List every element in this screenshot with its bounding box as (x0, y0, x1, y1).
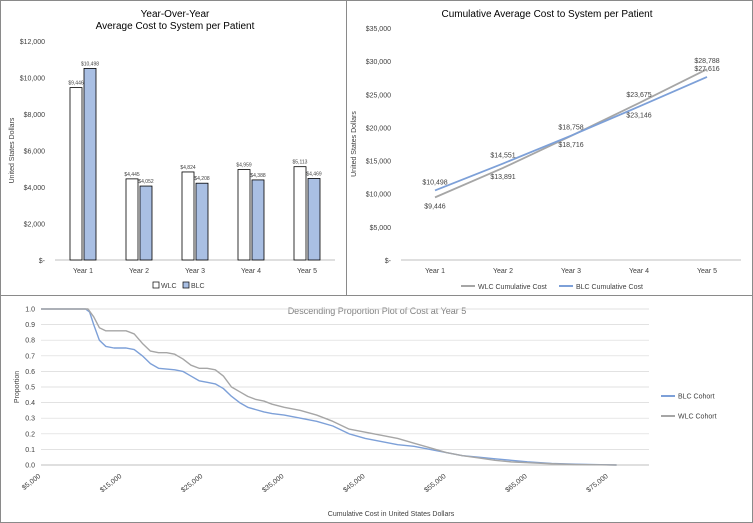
data-label: $4,469 (306, 171, 322, 177)
y-axis-label: United States Dollars (9, 117, 16, 183)
y-axis-label: Proportion (14, 371, 21, 403)
y-tick-label: $4,000 (24, 185, 46, 192)
y-tick-label: $8,000 (24, 112, 46, 119)
x-tick-label: $5,000 (21, 473, 42, 492)
x-tick-label: $15,000 (99, 473, 123, 494)
x-axis-label: Cumulative Cost in United States Dollars (328, 511, 455, 518)
y-tick-label: $10,000 (366, 192, 391, 199)
data-label: $4,824 (180, 165, 196, 171)
x-tick-label: Year 4 (629, 268, 649, 275)
x-tick-label: Year 1 (73, 268, 93, 275)
y-axis-label: United States Dollars (351, 111, 358, 177)
bar-blc-year-2 (139, 185, 153, 261)
x-tick-label: $65,000 (504, 473, 528, 494)
y-tick-label: 0.4 (25, 400, 35, 407)
data-label: $4,052 (138, 179, 154, 185)
descending-proportion-chart-panel: Descending Proportion Plot of Cost at Ye… (0, 295, 753, 523)
data-label: $14,551 (490, 153, 515, 160)
bar-wlc-year-5 (293, 166, 307, 261)
data-label: $27,616 (694, 66, 719, 73)
legend-label-wlc: WLC (161, 283, 177, 290)
cumulative-line-chart: Cumulative Average Cost to System per Pa… (351, 9, 741, 291)
y-tick-label: $- (39, 258, 46, 265)
x-tick-label: Year 4 (241, 268, 261, 275)
data-label: $4,959 (236, 162, 252, 168)
data-label: $13,891 (490, 174, 515, 181)
y-tick-label: $2,000 (24, 222, 46, 229)
bar-blc-year-4 (251, 179, 265, 261)
bar-wlc-year-4 (237, 169, 251, 261)
chart-title: Cumulative Average Cost to System per Pa… (441, 9, 652, 20)
bar-wlc-year-3 (181, 171, 195, 261)
y-tick-label: $- (385, 258, 392, 265)
bar-blc-year-1 (83, 68, 97, 261)
x-tick-label: Year 5 (697, 268, 717, 275)
data-label: $4,388 (250, 173, 266, 179)
bar-blc-year-3 (195, 182, 209, 261)
legend-label-blc: BLC (191, 283, 205, 290)
bar-blc-year-5 (307, 178, 321, 261)
data-label: $9,446 (68, 81, 84, 87)
data-label: $4,208 (194, 176, 210, 182)
x-tick-label: Year 2 (129, 268, 149, 275)
x-tick-label: Year 3 (561, 268, 581, 275)
legend-label-wlc-cohort: WLC Cohort (678, 414, 717, 421)
data-label: $4,445 (124, 172, 140, 178)
y-tick-label: 1.0 (25, 307, 35, 314)
y-tick-label: 0.0 (25, 463, 35, 470)
y-tick-label: 0.2 (25, 431, 35, 438)
data-label: $23,675 (626, 92, 651, 99)
legend-swatch-wlc (152, 281, 160, 289)
y-tick-label: 0.5 (25, 385, 35, 392)
data-label: $10,498 (81, 61, 99, 67)
legend-label-wlc-cumulative-cost: WLC Cumulative Cost (478, 284, 547, 291)
x-tick-label: Year 5 (297, 268, 317, 275)
x-tick-label: $25,000 (180, 473, 204, 494)
series-line-wlc-cumulative-cost (434, 68, 708, 199)
x-tick-label: $55,000 (423, 473, 447, 494)
bar-chart-panel: Year-Over-Year Average Cost to System per… (0, 0, 347, 296)
data-label: $10,498 (422, 179, 447, 186)
y-tick-label: 0.9 (25, 322, 35, 329)
data-label: $9,446 (424, 203, 446, 210)
y-tick-label: $12,000 (20, 39, 45, 46)
y-tick-label: 0.3 (25, 416, 35, 423)
y-tick-label: 0.7 (25, 353, 35, 360)
y-tick-label: $15,000 (366, 159, 391, 166)
data-label: $28,788 (694, 58, 719, 65)
x-tick-label: $35,000 (261, 473, 285, 494)
y-tick-label: $20,000 (366, 125, 391, 132)
chart-title: Descending Proportion Plot of Cost at Ye… (288, 306, 467, 316)
x-tick-label: $45,000 (342, 473, 366, 494)
y-tick-label: $6,000 (24, 149, 46, 156)
y-tick-label: 0.6 (25, 369, 35, 376)
y-tick-label: $10,000 (20, 76, 45, 83)
x-tick-label: $75,000 (585, 473, 609, 494)
chart-title: Year-Over-Year (141, 9, 210, 20)
y-tick-label: $25,000 (366, 92, 391, 99)
descending-proportion-chart: Descending Proportion Plot of Cost at Ye… (14, 306, 717, 518)
y-tick-label: 0.1 (25, 447, 35, 454)
x-tick-label: Year 2 (493, 268, 513, 275)
data-label: $23,146 (626, 113, 651, 120)
legend-swatch-blc (182, 281, 190, 289)
series-line-blc-cumulative-cost (434, 76, 708, 192)
x-tick-label: Year 1 (425, 268, 445, 275)
y-tick-label: 0.8 (25, 338, 35, 345)
data-label: $5,113 (293, 160, 308, 166)
y-tick-label: $35,000 (366, 26, 391, 33)
data-label: $18,758 (558, 125, 583, 132)
chart-subtitle: Average Cost to System per Patient (96, 21, 255, 32)
bar-wlc-year-2 (125, 178, 139, 261)
legend-label-blc-cohort: BLC Cohort (678, 394, 715, 401)
data-label: $18,716 (558, 142, 583, 149)
x-tick-label: Year 3 (185, 268, 205, 275)
legend-label-blc-cumulative-cost: BLC Cumulative Cost (576, 284, 643, 291)
cumulative-line-chart-panel: Cumulative Average Cost to System per Pa… (346, 0, 753, 296)
y-tick-label: $30,000 (366, 59, 391, 66)
series-line-wlc-cohort (41, 308, 617, 466)
bar-wlc-year-1 (69, 87, 83, 261)
y-tick-label: $5,000 (370, 225, 392, 232)
